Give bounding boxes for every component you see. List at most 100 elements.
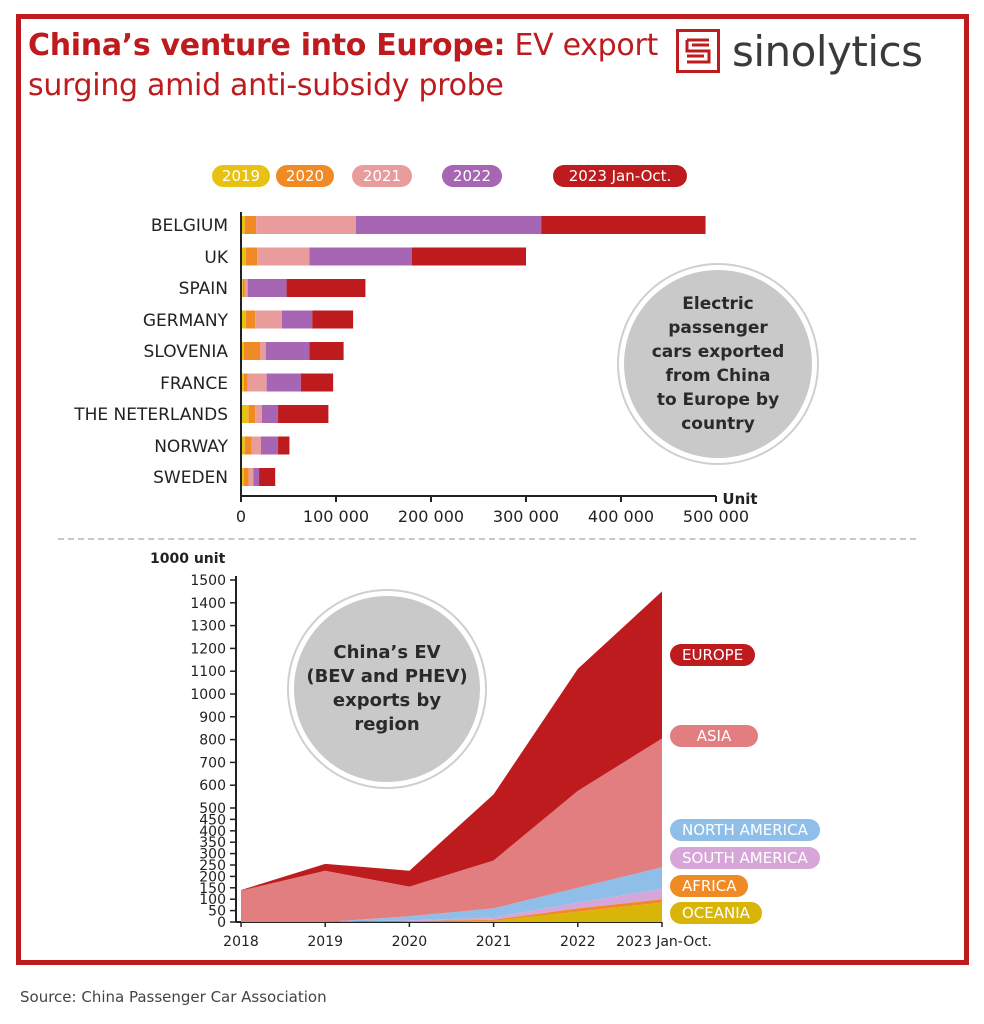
legend-2023: 2023 Jan-Oct.	[553, 165, 687, 187]
callout-bottom-line: (BEV and PHEV)	[306, 666, 468, 687]
x-tick-label: 2019	[307, 934, 343, 950]
x-tick-label: 2018	[223, 934, 259, 950]
bar-segment	[257, 247, 310, 266]
logo-mark-icon	[676, 29, 720, 73]
bar-segment	[260, 436, 279, 455]
bar-segment	[243, 468, 249, 486]
y-tick-label: 900	[199, 710, 226, 726]
country-label: UK	[204, 248, 228, 268]
bar-segment	[241, 342, 244, 360]
legend-north-america: NORTH AMERICA	[670, 819, 820, 841]
page-title: China’s venture into Europe: EV export s…	[28, 26, 668, 106]
legend-south-america: SOUTH AMERICA	[670, 847, 820, 869]
y-tick-label: 1000	[190, 687, 226, 703]
bar-segment	[355, 216, 542, 234]
callout-bottom: China’s EV (BEV and PHEV) exports by reg…	[294, 596, 480, 782]
bar-segment	[241, 247, 246, 266]
x-tick-label: 500 000	[683, 507, 749, 526]
brand-name: sinolytics	[732, 26, 923, 76]
callout-top-line: passenger	[668, 318, 768, 338]
legend-asia: ASIA	[670, 725, 758, 747]
bar-segment	[312, 310, 354, 329]
y-tick-label: 100	[199, 892, 226, 908]
bar-segment	[265, 342, 310, 360]
area-asia	[241, 738, 662, 922]
x-tick-label: 400 000	[588, 507, 654, 526]
title-bold: China’s venture into Europe:	[28, 28, 506, 63]
legend-2020: 2020	[276, 165, 334, 187]
bar-segment	[241, 436, 245, 455]
area-europe	[241, 591, 662, 891]
area-oceania	[241, 902, 662, 922]
x-tick-label: 200 000	[398, 507, 464, 526]
bar-segment	[266, 373, 301, 392]
x-tick-label: 2022	[560, 934, 596, 950]
callout-bottom-line: exports by	[332, 690, 442, 711]
bar-segment	[247, 279, 287, 297]
y-tick-label: 450	[199, 812, 226, 828]
bar-segment	[241, 405, 249, 423]
callout-top-line: to Europe by	[656, 390, 780, 410]
bar-segment	[261, 405, 279, 423]
bar-segment	[412, 247, 526, 266]
bar-segment	[541, 216, 706, 234]
y-tick-label: 250	[199, 858, 226, 874]
y-tick-label: 1400	[190, 596, 226, 612]
bar-segment	[248, 468, 254, 486]
bar-segment	[244, 216, 257, 234]
bar-segment	[247, 373, 267, 392]
bar-segment	[253, 468, 260, 486]
country-label: NORWAY	[154, 437, 228, 457]
y-tick-label: 1500	[190, 573, 226, 589]
y-tick-label: 600	[199, 778, 226, 794]
callout-bottom-line: China’s EV	[333, 642, 441, 663]
bar-segment	[244, 279, 248, 297]
country-label: SPAIN	[178, 279, 228, 299]
bar-segment	[260, 342, 266, 360]
x-tick-label: 300 000	[493, 507, 559, 526]
bar-segment	[255, 310, 282, 329]
country-label: FRANCE	[160, 374, 228, 394]
legend-europe: EUROPE	[670, 644, 756, 666]
bar-segment	[286, 279, 366, 297]
bar-segment	[278, 405, 329, 423]
y-tick-label: 350	[199, 835, 226, 851]
bar-segment	[241, 216, 245, 234]
bar-segment	[241, 468, 244, 486]
y-tick-label: 400	[199, 824, 226, 840]
y-tick-label: 150	[199, 881, 226, 897]
bar-segment	[243, 342, 260, 360]
bar-segment	[245, 310, 256, 329]
y-tick-label: 50	[208, 904, 226, 920]
bar-segment	[248, 405, 256, 423]
callout-top-line: Electric	[682, 294, 754, 314]
bar-segment	[242, 279, 245, 297]
y-tick-label: 800	[199, 733, 226, 749]
legend-2019: 2019	[212, 165, 270, 187]
legend-africa: AFRICA	[670, 875, 749, 897]
y-tick-label: 700	[199, 755, 226, 771]
x-axis-title: Unit	[722, 490, 757, 508]
callout-top-line: from China	[665, 366, 771, 386]
bar-segment	[300, 373, 334, 392]
legend-oceania: OCEANIA	[670, 902, 762, 924]
y-tick-label: 1200	[190, 641, 226, 657]
source-note: Source: China Passenger Car Association	[20, 988, 327, 1006]
callout-top: Electric passenger cars exported from Ch…	[624, 270, 812, 458]
bar-segment	[309, 342, 344, 360]
y-tick-label: 1100	[190, 664, 226, 680]
country-label: THE NETERLANDS	[74, 405, 228, 425]
country-label: GERMANY	[142, 311, 228, 331]
callout-bottom-line: region	[354, 714, 420, 735]
bar-segment	[278, 436, 290, 455]
bar-segment	[256, 216, 356, 234]
bar-segment	[259, 468, 276, 486]
x-tick-label: 2021	[476, 934, 512, 950]
y-tick-label: 1300	[190, 619, 226, 635]
callout-top-line: cars exported	[651, 342, 785, 362]
section-divider	[58, 538, 916, 540]
x-tick-label: 2020	[392, 934, 428, 950]
legend-2021: 2021	[352, 165, 412, 187]
